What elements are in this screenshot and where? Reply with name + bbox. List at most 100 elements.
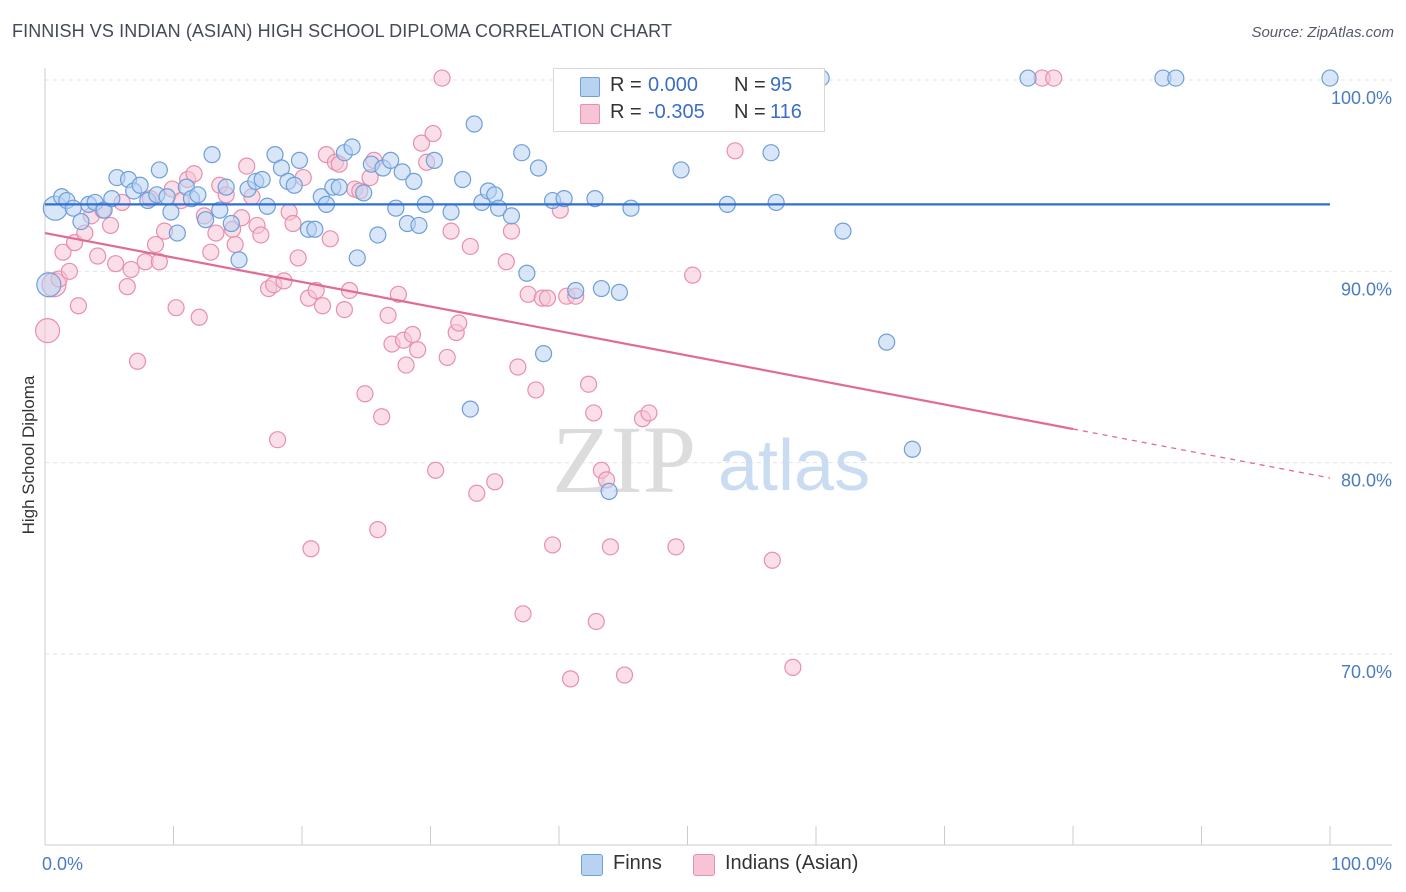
finns-point [348, 249, 366, 267]
finns-point [355, 184, 373, 202]
indians-point [369, 521, 387, 539]
indians-point [438, 348, 456, 367]
indians-point [442, 222, 460, 240]
finns-point [306, 220, 324, 238]
indians-point [433, 69, 451, 87]
indians-trendline-extension [1072, 428, 1331, 479]
indians-point [60, 262, 79, 280]
finns-point [387, 199, 405, 217]
indians-point [403, 325, 422, 344]
legend-swatch-indians [580, 104, 600, 124]
indians-point [509, 358, 527, 376]
legend-r-value-indians: -0.305 [648, 101, 705, 123]
legend-n-label: N = [734, 74, 766, 96]
legend-n-value-indians: 116 [770, 101, 802, 123]
indians-point [238, 157, 256, 175]
indians-point [543, 536, 562, 554]
indians-point [615, 666, 634, 684]
y-tick-label: 80.0% [1341, 471, 1392, 491]
finns-point [834, 222, 852, 240]
indians-point [379, 306, 397, 324]
finns-point [285, 176, 303, 194]
indians-point [101, 216, 120, 235]
indians-point [284, 214, 302, 233]
indians-point [321, 230, 339, 248]
legend-label-finns: Finns [613, 852, 662, 874]
finns-point [762, 144, 780, 162]
indians-point [373, 408, 391, 426]
indians-point [356, 385, 374, 403]
indians-point [684, 266, 702, 284]
indians-point [486, 473, 504, 491]
finns-point [150, 161, 168, 179]
x-tick-label: 0.0% [42, 854, 83, 874]
finns-point [903, 440, 921, 458]
x-tick-label: 100.0% [1331, 854, 1392, 874]
finns-point [555, 190, 573, 208]
indians-point [424, 124, 442, 143]
indians-point [450, 314, 468, 332]
indians-point [587, 612, 605, 631]
indians-point [784, 658, 802, 676]
indians-point [726, 142, 744, 160]
indians-point [122, 260, 140, 279]
finns-point [258, 197, 276, 215]
finns-point [197, 211, 215, 229]
finns-point [217, 178, 235, 196]
indians-point [89, 247, 107, 265]
legend-swatch-indians [693, 854, 715, 876]
y-tick-label: 90.0% [1341, 279, 1392, 299]
watermark: ZIP atlas [552, 406, 870, 513]
indians-point [427, 461, 445, 479]
finns-point [222, 214, 240, 233]
finns-point [672, 161, 690, 179]
indians-point [763, 551, 781, 569]
indians-points [34, 69, 1063, 688]
trend-layer [44, 203, 1331, 479]
finns-point [600, 482, 618, 500]
finns-point [230, 251, 248, 269]
y-tick-label: 100.0% [1331, 88, 1392, 108]
finns-point [622, 199, 640, 217]
indians-point [185, 165, 203, 183]
indians-point [302, 540, 320, 558]
finns-point [529, 159, 548, 177]
indians-point [128, 352, 147, 370]
legend-r-value-finns: 0.000 [648, 74, 699, 96]
indians-point [69, 297, 88, 315]
series-legend: Finns Indians (Asian) [0, 852, 1406, 878]
indians-point [409, 341, 427, 359]
indians-point [585, 404, 603, 422]
finns-point [203, 146, 221, 164]
finns-point [382, 151, 400, 169]
finns-point [131, 176, 149, 194]
indians-point [34, 318, 61, 344]
indians-point [527, 381, 545, 399]
y-tick-label: 70.0% [1341, 662, 1392, 682]
finns-point [290, 151, 309, 169]
finns-point [1019, 69, 1037, 87]
finns-point [454, 170, 472, 189]
finns-point [610, 283, 628, 301]
indians-point [202, 243, 220, 261]
indians-point [579, 375, 598, 393]
stats-legend: R = 0.000 N = 95 R = -0.305 N = 116 [553, 68, 825, 132]
finns-point [410, 216, 428, 235]
indians-point [313, 297, 332, 315]
indians-point [1045, 69, 1063, 87]
indians-point [146, 235, 165, 254]
finns-point [253, 170, 271, 189]
indians-point [207, 224, 225, 242]
indians-point [226, 235, 244, 254]
finns-point [1167, 69, 1185, 87]
finns-point [586, 190, 604, 208]
finns-point [158, 188, 176, 206]
finns-point [36, 272, 62, 298]
indians-point [468, 484, 486, 502]
indians-point [538, 289, 557, 307]
indians-point [275, 272, 293, 290]
finns-point [461, 400, 479, 418]
finns-point [369, 226, 387, 244]
legend-n-value-finns: 95 [770, 74, 793, 96]
